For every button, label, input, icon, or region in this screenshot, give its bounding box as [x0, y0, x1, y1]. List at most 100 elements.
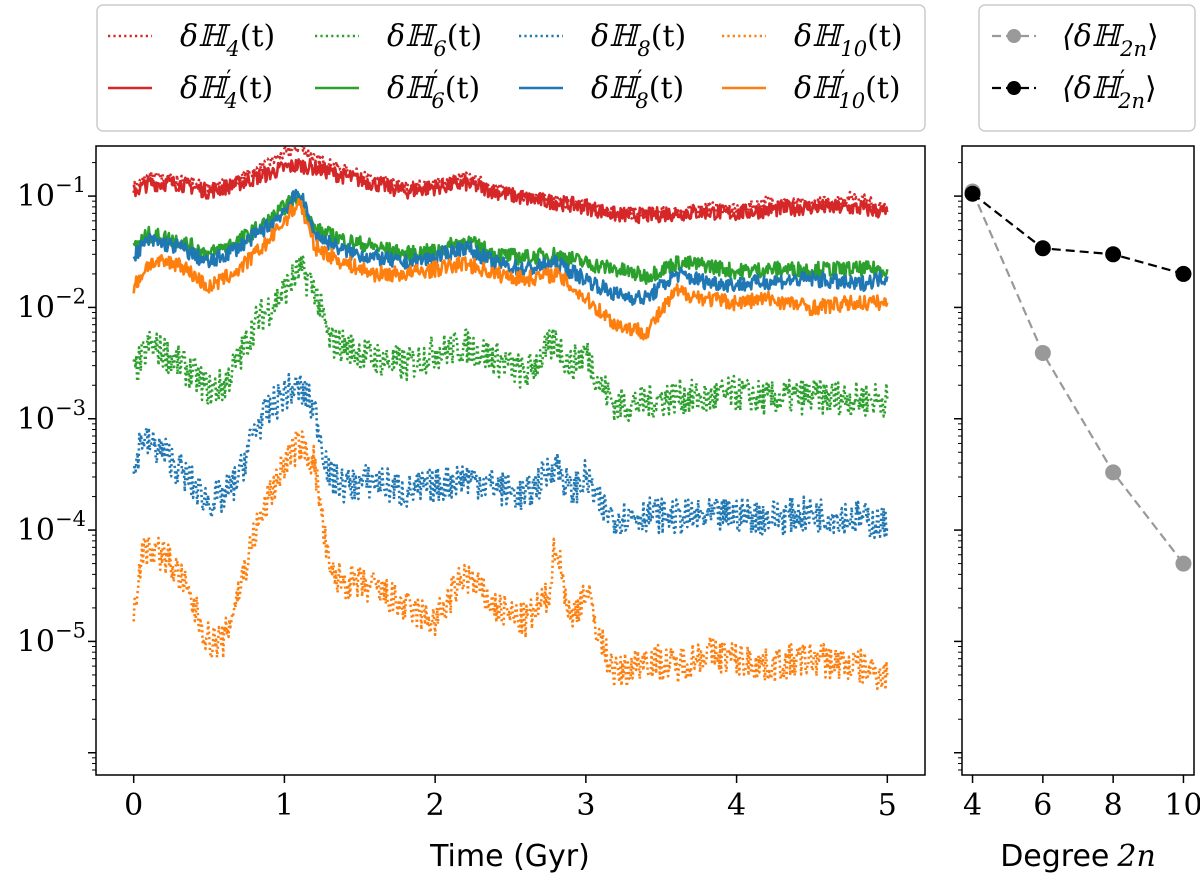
series-line-10 [132, 429, 889, 692]
legend-label: δℍ′ 10(t) [794, 67, 901, 113]
side-point [1034, 344, 1051, 361]
x-tick-label: 5 [878, 788, 897, 823]
legend-label: δℍ10(t) [794, 19, 903, 61]
side-point-prime [1175, 265, 1192, 282]
legend-subscript: 4 [225, 37, 239, 61]
legend-prime: ′ [433, 67, 438, 92]
side-plot-frame [961, 145, 1195, 776]
legend-tail: (t) [865, 71, 900, 106]
main-series-group [132, 146, 889, 692]
y-tick-exponent: −4 [55, 507, 86, 531]
legend-right-items: ⟨δℍ2n⟩⟨δℍ′ 2n⟩ [992, 19, 1159, 113]
legend-subscript: 8 [635, 89, 648, 113]
legend-prime: ′ [840, 67, 845, 92]
series-line-6 [132, 254, 889, 422]
legend-symbol: δℍ [591, 71, 642, 106]
legend-subscript: 10 [840, 37, 867, 61]
y-tick-exponent: −3 [55, 396, 86, 420]
legend-symbol: ⟨δℍ [1062, 19, 1125, 54]
x-tick-label: 0 [124, 788, 143, 823]
y-tick-label: 10−3 [17, 396, 86, 437]
y-tick-base: 10 [17, 179, 55, 214]
legend-prime: ′ [226, 67, 231, 92]
side-x-tick-label: 8 [1104, 788, 1123, 823]
y-tick-base: 10 [17, 290, 55, 325]
side-x-axis-title-math: 2n [1116, 839, 1155, 874]
legend-symbol: δℍ [591, 19, 642, 54]
legend-left-items: δℍ4(t)δℍ′ 4(t)δℍ6(t)δℍ′ 6(t)δℍ8(t)δℍ′ 8(t)δ… [108, 19, 903, 113]
side-series-line-prime [971, 192, 1184, 275]
x-tick-label: 1 [275, 788, 294, 823]
legend-label: δℍ′ 4(t) [180, 67, 273, 113]
side-series-group [964, 183, 1192, 572]
legend-tail: ⟩ [1145, 71, 1157, 106]
side-x-axis-title: Degree 2n [1000, 839, 1156, 874]
side-y-ticks [954, 162, 962, 771]
legend-label: δℍ′ 6(t) [387, 67, 480, 113]
legend-symbol: δℍ [794, 71, 845, 106]
x-tick-label: 4 [727, 788, 746, 823]
legend-tail: (t) [651, 19, 686, 54]
legend-subscript: 6 [431, 89, 444, 113]
side-point-prime [1105, 246, 1122, 263]
series-line-prime-10 [132, 198, 889, 341]
main-y-ticks: 10−110−210−310−410−5 [17, 162, 96, 771]
legend-prime: ′ [1120, 67, 1125, 92]
legend-symbol: δℍ [180, 19, 231, 54]
side-plot: 4 6 8 10 Degree 2n [954, 145, 1200, 874]
y-tick-label: 10−4 [17, 507, 86, 548]
series-line-prime-4 [132, 158, 889, 225]
legend-tail: (t) [649, 71, 684, 106]
main-plot-frame [95, 145, 926, 776]
legend-subscript: 10 [838, 89, 865, 113]
legend-symbol: δℍ [387, 19, 438, 54]
legend-subscript: 8 [637, 37, 650, 61]
legend-subscript: 6 [433, 37, 446, 61]
legend-label: δℍ4(t) [180, 19, 275, 61]
legend-prime: ′ [637, 67, 642, 92]
legend-symbol: δℍ [794, 19, 845, 54]
legend-left [96, 4, 926, 132]
legend-symbol: δℍ [387, 71, 438, 106]
legend-subscript: 2n [1119, 37, 1147, 61]
legend-label: ⟨δℍ2n⟩ [1062, 19, 1159, 61]
legend-symbol: δℍ [180, 71, 231, 106]
legend-tail: (t) [238, 71, 273, 106]
legend-label: δℍ8(t) [591, 19, 686, 61]
legend-subscript: 4 [223, 89, 237, 113]
legend-tail: (t) [447, 19, 482, 54]
side-point [1175, 555, 1192, 572]
side-point [1105, 464, 1122, 481]
legend-symbol: ⟨δℍ [1062, 71, 1125, 106]
series-line-prime-8 [132, 188, 889, 306]
legend-marker [1007, 81, 1021, 95]
side-x-axis-title-text: Degree [1000, 839, 1109, 874]
main-x-axis-title: Time (Gyr) [429, 839, 590, 874]
legend-right [978, 4, 1196, 132]
y-tick-label: 10−1 [17, 173, 86, 214]
legend-label: ⟨δℍ′ 2n⟩ [1062, 67, 1157, 113]
y-tick-base: 10 [17, 513, 55, 548]
y-tick-exponent: −5 [55, 618, 86, 642]
side-point-prime [964, 185, 981, 202]
legend-tail: (t) [240, 19, 275, 54]
x-tick-label: 3 [576, 788, 595, 823]
legend-subscript: 2n [1117, 89, 1145, 113]
y-tick-base: 10 [17, 624, 55, 659]
side-series-line [971, 191, 1185, 565]
y-tick-exponent: −2 [55, 284, 86, 308]
x-tick-label: 2 [426, 788, 445, 823]
legend-label: δℍ6(t) [387, 19, 482, 61]
legend-tail: ⟩ [1147, 19, 1159, 54]
side-point-prime [1034, 240, 1051, 257]
legend-marker [1007, 29, 1021, 43]
y-tick-base: 10 [17, 402, 55, 437]
legend-tail: (t) [867, 19, 902, 54]
y-tick-exponent: −1 [55, 173, 86, 197]
legend-tail: (t) [445, 71, 480, 106]
side-x-tick-label: 6 [1033, 788, 1052, 823]
y-tick-label: 10−2 [17, 284, 86, 325]
side-x-tick-label: 4 [963, 788, 982, 823]
